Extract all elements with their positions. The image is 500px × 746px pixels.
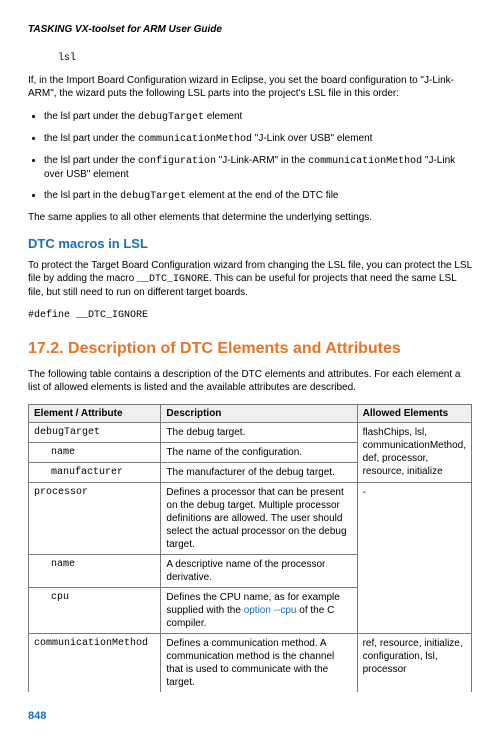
table-header: Description [161,405,357,423]
dtc-elements-table: Element / Attribute Description Allowed … [28,404,472,692]
bullet-item: the lsl part in the debugTarget element … [44,189,472,203]
section-heading-dtc-macros: DTC macros in LSL [28,236,472,251]
table-row: processor Defines a processor that can b… [29,483,472,555]
code-define: #define __DTC_IGNORE [28,309,472,322]
page-header: TASKING VX-toolset for ARM User Guide [28,24,472,35]
table-header: Allowed Elements [357,405,471,423]
code-lsl: lsl [58,53,472,64]
table-row: communicationMethod Defines a communicat… [29,634,472,693]
section-heading-17-2: 17.2. Description of DTC Elements and At… [28,340,472,358]
page-number: 848 [28,710,472,722]
paragraph: The following table contains a descripti… [28,368,472,394]
bullet-item: the lsl part under the configuration "J-… [44,154,472,181]
bullet-list: the lsl part under the debugTarget eleme… [28,110,472,203]
bullet-item: the lsl part under the debugTarget eleme… [44,110,472,124]
paragraph: To protect the Target Board Configuratio… [28,259,472,299]
table-header: Element / Attribute [29,405,161,423]
intro-paragraph: If, in the Import Board Configuration wi… [28,74,472,100]
option-cpu-link[interactable]: option --cpu [244,605,297,616]
paragraph: The same applies to all other elements t… [28,211,472,224]
table-row: debugTarget The debug target. flashChips… [29,423,472,443]
bullet-item: the lsl part under the communicationMeth… [44,132,472,146]
